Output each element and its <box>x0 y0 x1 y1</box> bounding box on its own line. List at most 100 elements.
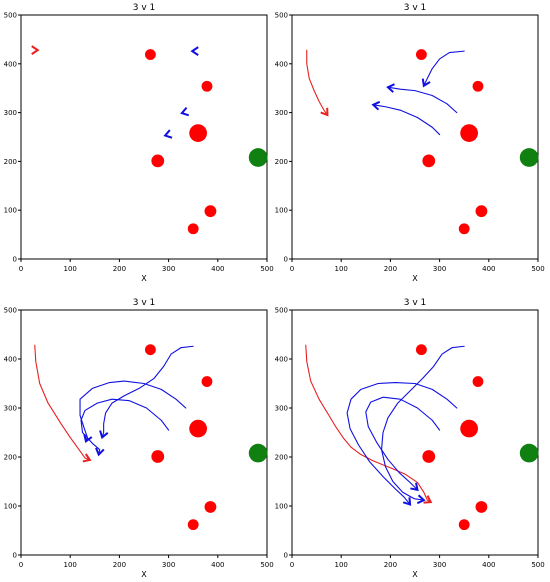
x-tick-label: 200 <box>384 561 397 569</box>
x-axis-label: X <box>412 570 418 579</box>
pursuer-arrowhead <box>95 447 105 457</box>
obstacle <box>422 450 436 463</box>
y-tick-label: 100 <box>4 207 17 215</box>
y-tick-label: 0 <box>284 552 288 560</box>
pursuer-trajectory <box>423 50 465 87</box>
x-tick-label: 200 <box>113 561 126 569</box>
x-tick-label: 400 <box>482 265 495 273</box>
obstacle <box>472 376 484 387</box>
axes-frame <box>291 14 539 260</box>
x-tick-label: 100 <box>335 561 348 569</box>
panel-3: 3 v 1 0 100 200 300 400 500 0 100 200 300 400 500 X <box>4 298 274 579</box>
y-tick-label: 400 <box>275 60 288 68</box>
obstacle <box>151 450 165 463</box>
obstacle <box>189 124 207 142</box>
x-tick-label: 0 <box>290 561 294 569</box>
panel-1: 3 v 1 0 100 200 300 400 500 0 100 200 300 400 500 X <box>4 3 274 283</box>
chart-title: 3 v 1 <box>404 298 427 308</box>
x-tick-label: 300 <box>433 561 446 569</box>
evader-arrowhead <box>423 495 433 504</box>
obstacle <box>458 223 470 235</box>
obstacle <box>201 80 213 92</box>
goal-zone <box>519 443 539 463</box>
y-tick-label: 0 <box>13 256 17 264</box>
pursuer-arrowhead <box>416 494 426 505</box>
pursuer-arrowhead <box>402 497 412 506</box>
x-tick-label: 500 <box>260 265 273 273</box>
y-tick-label: 400 <box>4 356 17 364</box>
y-tick-label: 300 <box>275 405 288 413</box>
y-tick-label: 200 <box>4 454 17 462</box>
x-tick-label: 500 <box>531 265 544 273</box>
evader-arrowhead <box>31 45 40 55</box>
axes-frame <box>20 309 268 556</box>
x-tick-label: 500 <box>531 561 544 569</box>
obstacle <box>475 205 488 218</box>
obstacle <box>204 205 217 218</box>
y-tick-label: 100 <box>275 503 288 511</box>
evader-trajectory <box>306 49 328 116</box>
pursuer-arrowhead <box>99 430 109 440</box>
y-tick-label: 200 <box>4 158 17 166</box>
obstacle <box>187 223 199 235</box>
pursuer-trajectory <box>365 396 441 491</box>
y-tick-label: 500 <box>275 12 288 20</box>
pursuer-trajectory <box>346 381 458 506</box>
evader-trajectory <box>34 344 91 461</box>
x-tick-label: 100 <box>64 561 77 569</box>
x-tick-label: 200 <box>384 265 397 273</box>
pursuer-arrowhead <box>190 46 199 56</box>
x-tick-label: 300 <box>162 265 175 273</box>
y-tick-label: 500 <box>4 12 17 20</box>
obstacle <box>201 376 213 387</box>
y-tick-label: 300 <box>4 109 17 117</box>
obstacle <box>151 154 165 168</box>
goal-zone <box>248 443 268 463</box>
x-tick-label: 0 <box>19 561 23 569</box>
x-tick-label: 400 <box>482 561 495 569</box>
x-axis-label: X <box>141 570 147 579</box>
x-axis-label: X <box>412 274 418 283</box>
obstacle <box>144 344 156 356</box>
obstacle <box>472 80 484 92</box>
y-tick-label: 200 <box>275 454 288 462</box>
y-tick-label: 500 <box>275 307 288 315</box>
y-tick-label: 400 <box>275 356 288 364</box>
obstacle <box>187 519 199 531</box>
evader-arrowhead <box>82 453 92 463</box>
obstacle <box>204 501 217 513</box>
y-tick-label: 400 <box>4 60 17 68</box>
x-tick-label: 200 <box>113 265 126 273</box>
evader-arrowhead <box>320 107 329 117</box>
obstacle <box>475 501 488 513</box>
pursuer-arrowhead <box>386 83 395 93</box>
x-tick-label: 400 <box>211 265 224 273</box>
pursuer-trajectory <box>80 398 170 456</box>
pursuer-arrowhead <box>180 106 190 117</box>
evader-trajectory <box>305 344 432 503</box>
obstacle <box>422 154 436 168</box>
obstacle <box>415 344 427 356</box>
axes-frame <box>20 14 268 260</box>
x-axis-label: X <box>141 274 147 283</box>
pursuer-arrowhead <box>371 100 381 111</box>
goal-zone <box>248 148 268 167</box>
pursuer-trajectory <box>380 345 465 501</box>
y-tick-label: 300 <box>275 109 288 117</box>
panel-4: 3 v 1 0 100 200 300 400 500 0 100 200 300 400 500 X <box>275 298 545 579</box>
x-tick-label: 100 <box>64 265 77 273</box>
y-tick-label: 100 <box>275 207 288 215</box>
pursuer-arrowhead <box>163 129 173 139</box>
obstacle <box>144 49 156 60</box>
obstacle <box>415 49 427 60</box>
pursuer-trajectory <box>387 86 458 114</box>
chart-title: 3 v 1 <box>133 3 156 13</box>
obstacle <box>458 519 470 531</box>
y-tick-label: 500 <box>4 307 17 315</box>
x-tick-label: 400 <box>211 561 224 569</box>
axes-frame <box>291 309 539 556</box>
pursuer-trajectory <box>372 104 441 136</box>
pursuer-trajectory <box>101 345 194 438</box>
x-tick-label: 300 <box>162 561 175 569</box>
